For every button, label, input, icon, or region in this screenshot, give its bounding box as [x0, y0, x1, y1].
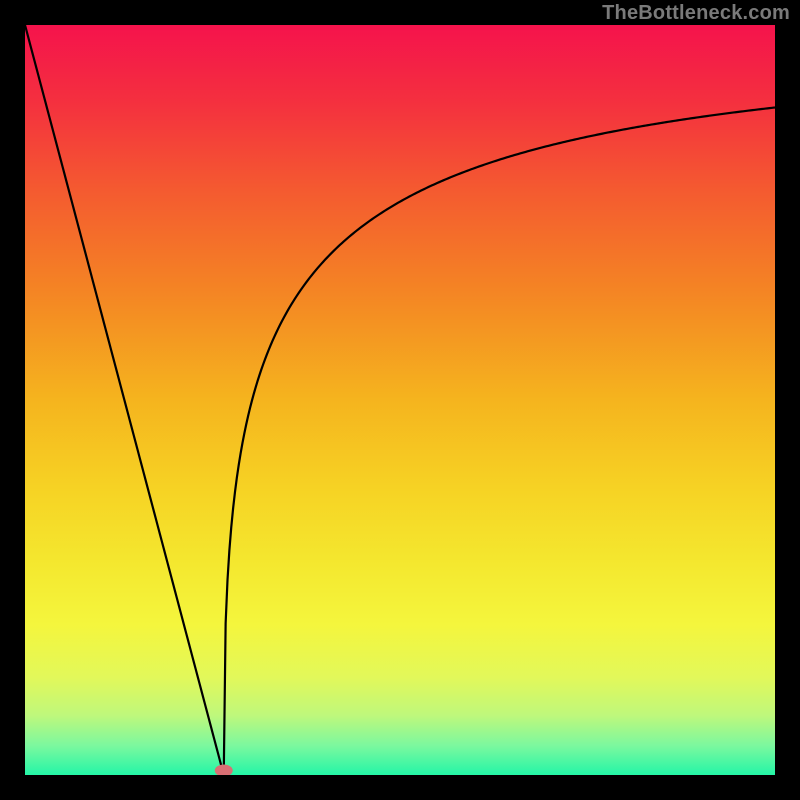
- bottleneck-chart: [0, 0, 800, 800]
- minimum-marker: [215, 765, 233, 777]
- watermark-text: TheBottleneck.com: [602, 2, 790, 25]
- gradient-background: [25, 25, 775, 775]
- chart-frame: TheBottleneck.com: [0, 0, 800, 800]
